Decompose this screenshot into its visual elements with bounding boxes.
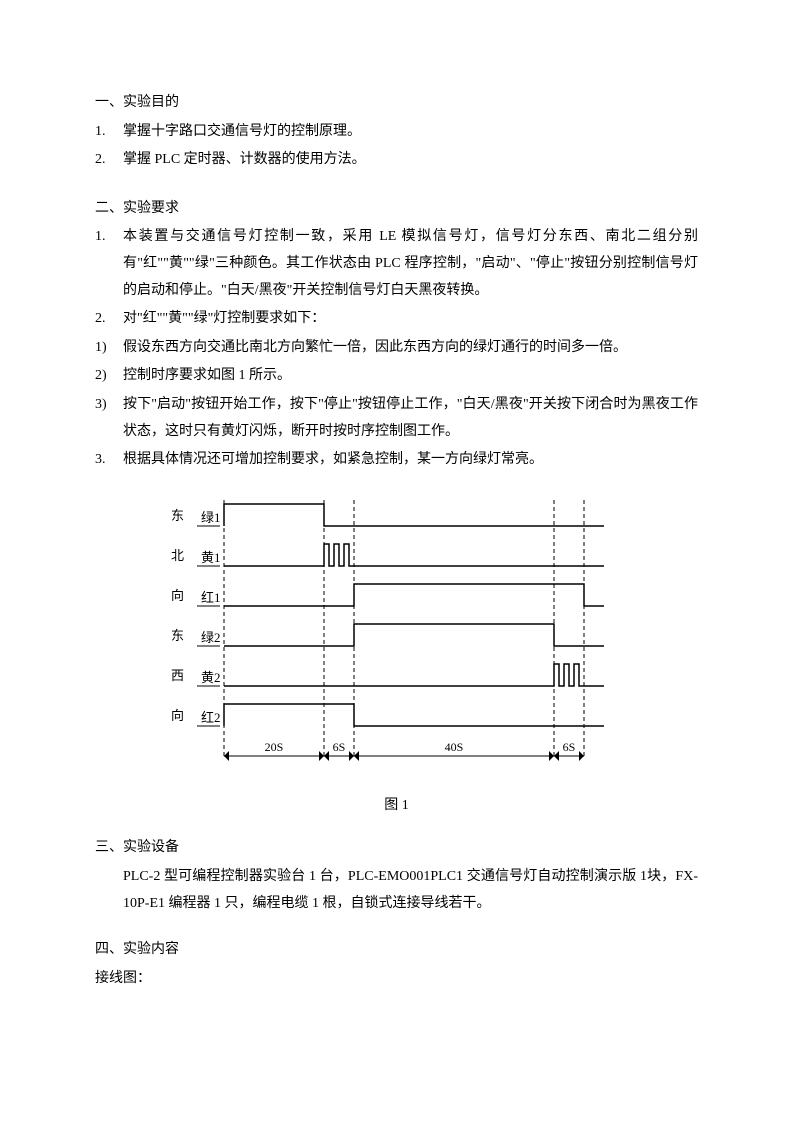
item-text: 本装置与交通信号灯控制一致，采用 LE 模拟信号灯，信号灯分东西、南北二组分别有… <box>123 224 698 304</box>
list-item: 2) 控制时序要求如图 1 所示。 <box>95 363 698 390</box>
list-item: 1. 本装置与交通信号灯控制一致，采用 LE 模拟信号灯，信号灯分东西、南北二组… <box>95 224 698 304</box>
svg-text:红1: 红1 <box>201 590 221 605</box>
svg-text:向: 向 <box>171 588 184 603</box>
section4-heading: 四、实验内容 <box>95 937 698 964</box>
section3-text: PLC-2 型可编程控制器实验台 1 台，PLC-EMO001PLC1 交通信号… <box>95 864 698 917</box>
list-item: 1. 掌握十字路口交通信号灯的控制原理。 <box>95 119 698 146</box>
list-item: 3. 根据具体情况还可增加控制要求，如紧急控制，某一方向绿灯常亮。 <box>95 447 698 474</box>
item-text: 掌握 PLC 定时器、计数器的使用方法。 <box>123 147 698 174</box>
item-text: 根据具体情况还可增加控制要求，如紧急控制，某一方向绿灯常亮。 <box>123 447 698 474</box>
svg-text:黄2: 黄2 <box>201 670 221 685</box>
svg-text:6S: 6S <box>333 740 346 754</box>
item-number: 2. <box>95 306 123 333</box>
item-text: 假设东西方向交通比南北方向繁忙一倍，因此东西方向的绿灯通行的时间多一倍。 <box>123 335 698 362</box>
svg-text:红2: 红2 <box>201 710 221 725</box>
item-number: 2) <box>95 363 123 390</box>
svg-text:向: 向 <box>171 708 184 723</box>
svg-text:绿2: 绿2 <box>201 630 221 645</box>
item-number: 3. <box>95 447 123 474</box>
svg-text:北: 北 <box>171 548 184 563</box>
item-number: 2. <box>95 147 123 174</box>
item-number: 1) <box>95 335 123 362</box>
item-text: 对"红""黄""绿"灯控制要求如下： <box>123 306 698 333</box>
svg-text:黄1: 黄1 <box>201 550 221 565</box>
item-number: 1. <box>95 224 123 304</box>
list-item: 2. 对"红""黄""绿"灯控制要求如下： <box>95 306 698 333</box>
section3-heading: 三、实验设备 <box>95 835 698 862</box>
item-number: 1. <box>95 119 123 146</box>
item-text: 按下"启动"按钮开始工作，按下"停止"按钮停止工作，"白天/黑夜"开关按下闭合时… <box>123 392 698 445</box>
timing-diagram-container: 东北向东西向绿1黄1红1绿2黄2红220S6S40S6S <box>95 482 698 787</box>
list-item: 3) 按下"启动"按钮开始工作，按下"停止"按钮停止工作，"白天/黑夜"开关按下… <box>95 392 698 445</box>
list-item: 1) 假设东西方向交通比南北方向繁忙一倍，因此东西方向的绿灯通行的时间多一倍。 <box>95 335 698 362</box>
svg-text:40S: 40S <box>445 740 464 754</box>
section2-heading: 二、实验要求 <box>95 196 698 223</box>
svg-text:绿1: 绿1 <box>201 510 221 525</box>
svg-text:20S: 20S <box>265 740 284 754</box>
svg-text:6S: 6S <box>563 740 576 754</box>
svg-text:东: 东 <box>171 508 184 523</box>
svg-text:西: 西 <box>171 668 184 683</box>
svg-text:东: 东 <box>171 628 184 643</box>
timing-diagram: 东北向东西向绿1黄1红1绿2黄2红220S6S40S6S <box>159 482 634 787</box>
section1-heading: 一、实验目的 <box>95 90 698 117</box>
section4-subheading: 接线图： <box>95 966 698 993</box>
list-item: 2. 掌握 PLC 定时器、计数器的使用方法。 <box>95 147 698 174</box>
item-text: 掌握十字路口交通信号灯的控制原理。 <box>123 119 698 146</box>
item-text: 控制时序要求如图 1 所示。 <box>123 363 698 390</box>
item-number: 3) <box>95 392 123 445</box>
figure-caption: 图 1 <box>95 793 698 820</box>
